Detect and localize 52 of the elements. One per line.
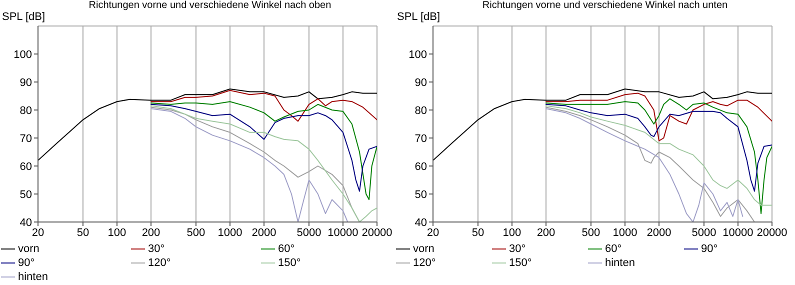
legend-label: vorn [413,242,434,256]
x-tick-label: 10000 [722,226,754,239]
legend-label: hinten [18,270,48,284]
x-tick-label: 20000 [756,226,788,239]
y-tick-label: 50 [20,188,32,201]
y-tick-label: 70 [414,132,427,145]
x-tick-label: 1000 [218,226,242,239]
legend-label: 60° [278,242,295,256]
y-tick-label: 90 [414,76,427,89]
x-tick-label: 10000 [328,226,358,239]
y-tick-label: 80 [20,104,32,117]
legend-label: 90° [18,256,35,270]
legend-label: 30° [509,242,526,256]
x-tick-label: 20000 [362,226,392,239]
y-tick-label: 40 [414,216,427,229]
x-tick-label: 100 [502,226,522,239]
x-tick-label: 20 [32,226,44,239]
legend-label: 90° [701,242,718,256]
legend-label: vorn [18,242,40,256]
legend-label: hinten [605,256,635,270]
y-tick-label: 90 [20,76,32,89]
y-tick-label: 60 [414,160,427,173]
y-tick-label: 50 [414,188,427,201]
legend-label: 120° [148,256,171,270]
x-tick-label: 500 [186,226,206,239]
legend-label: 120° [413,256,436,270]
x-tick-label: 1000 [612,226,638,239]
legend-label: 30° [148,242,165,256]
x-tick-label: 5000 [692,226,716,239]
chart-title: Richtungen vorne und verschiedene Winkel nach unten [481,0,729,11]
y-axis-title: SPL [dB] [2,11,46,23]
x-tick-label: 50 [472,226,484,239]
y-tick-label: 100 [408,48,427,61]
x-tick-label: 20 [426,226,440,239]
y-tick-label: 70 [20,132,32,145]
legend-label: 150° [278,256,301,270]
chart-title: Richtungen vorne und verschiedene Winkel nach oben [88,0,332,11]
x-tick-label: 100 [108,226,126,239]
y-tick-label: 40 [20,216,32,229]
x-tick-label: 50 [76,226,90,239]
y-tick-label: 100 [14,48,32,61]
x-tick-label: 500 [582,226,600,239]
x-tick-label: 5000 [296,226,322,239]
x-tick-label: 200 [142,226,160,239]
y-tick-label: 60 [20,160,32,173]
legend-label: 60° [605,242,622,256]
y-axis-title: SPL [dB] [397,11,440,23]
x-tick-label: 2000 [646,226,672,239]
legend-label: 150° [509,256,532,270]
y-tick-label: 80 [414,104,427,117]
x-tick-label: 2000 [252,226,276,239]
x-tick-label: 200 [536,226,556,239]
